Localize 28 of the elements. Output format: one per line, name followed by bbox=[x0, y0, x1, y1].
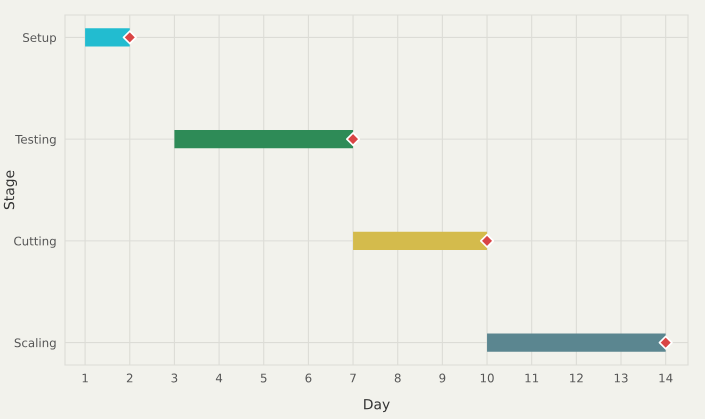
x-tick-label: 7 bbox=[350, 374, 356, 382]
y-tick-label: Cutting bbox=[14, 236, 56, 248]
point bbox=[658, 336, 673, 350]
bar bbox=[353, 232, 488, 250]
bar bbox=[487, 333, 666, 352]
x-tick-label: 3 bbox=[172, 374, 178, 382]
x-tick-label: 10 bbox=[480, 374, 494, 382]
x-tick-label: 13 bbox=[614, 374, 628, 382]
x-tick-label: 14 bbox=[659, 374, 673, 382]
x-tick-label: 4 bbox=[216, 374, 222, 382]
x-tick-label: 12 bbox=[570, 374, 583, 382]
y-tick-label: Setup bbox=[23, 33, 56, 44]
x-tick-label: 5 bbox=[260, 374, 266, 382]
x-tick-label: 9 bbox=[439, 374, 446, 382]
x-tick-label: 6 bbox=[305, 374, 312, 382]
point bbox=[122, 30, 137, 44]
point bbox=[346, 132, 360, 146]
y-tick-label: Testing bbox=[15, 134, 56, 146]
x-tick-label: 2 bbox=[126, 374, 132, 382]
bar bbox=[85, 28, 130, 47]
x-axis-title: Day bbox=[364, 399, 390, 412]
x-tick-label: 11 bbox=[525, 374, 538, 382]
y-tick-label: Scaling bbox=[14, 338, 56, 350]
x-tick-label: 8 bbox=[394, 374, 401, 382]
bar bbox=[174, 130, 354, 148]
x-tick-label: 1 bbox=[82, 374, 88, 382]
point bbox=[480, 234, 494, 248]
y-axis-title: Stage bbox=[4, 170, 17, 210]
